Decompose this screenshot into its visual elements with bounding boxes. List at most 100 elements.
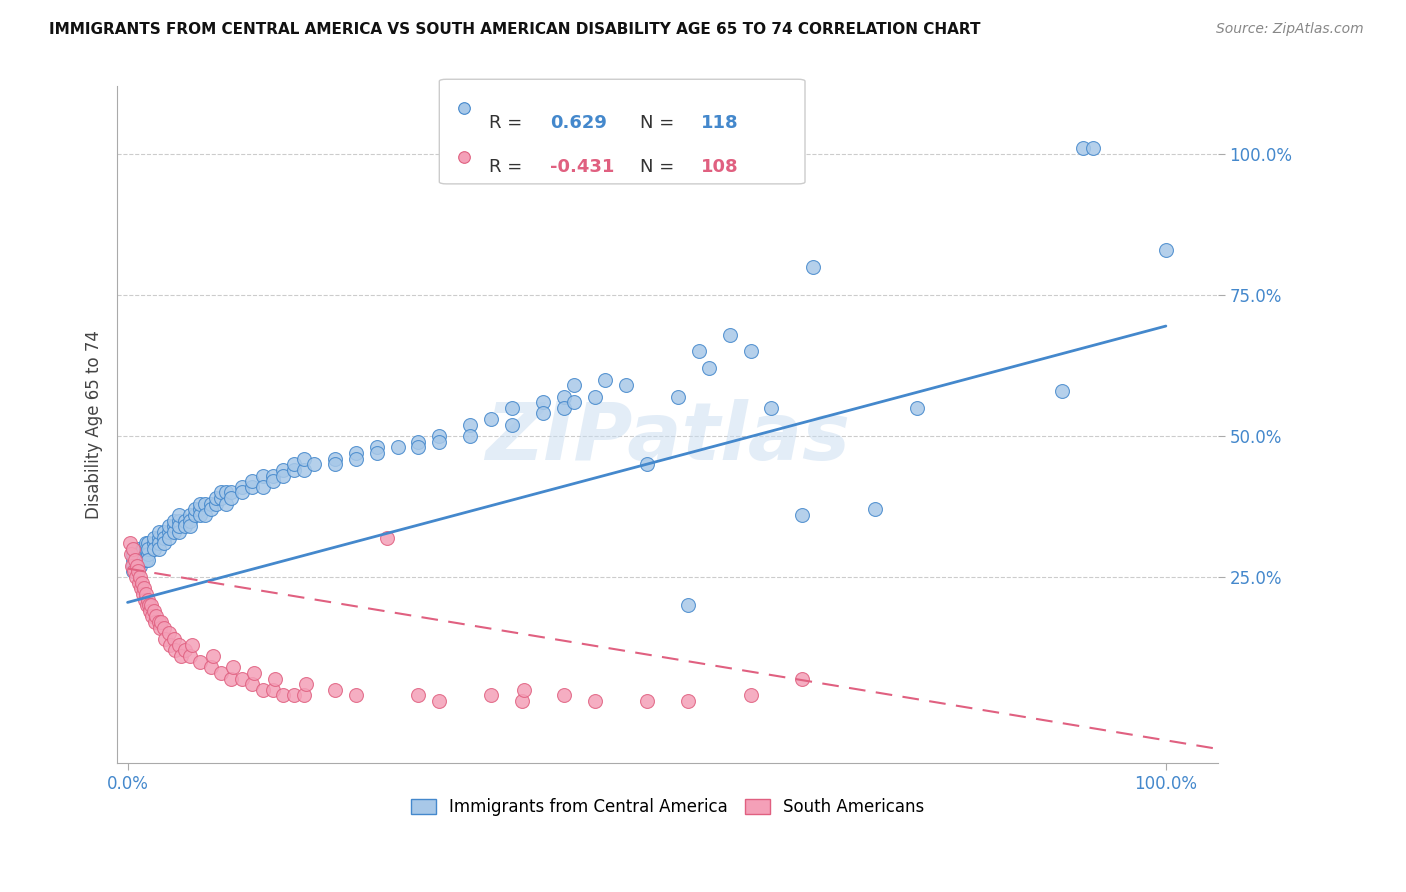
Point [366, 446, 388, 460]
Point [138, 598, 160, 612]
Point [153, 536, 176, 550]
Point [188, 497, 211, 511]
Point [169, 519, 191, 533]
Point [304, 457, 326, 471]
Point [553, 390, 575, 404]
Point [792, 508, 814, 522]
Point [200, 502, 222, 516]
Point [262, 474, 284, 488]
Point [163, 514, 186, 528]
Point [129, 558, 152, 573]
Point [479, 412, 502, 426]
Point [427, 429, 450, 443]
Point [678, 694, 700, 708]
Point [231, 485, 253, 500]
Point [1071, 141, 1094, 155]
Point [127, 558, 149, 573]
Text: N =: N = [640, 114, 675, 132]
Point [127, 565, 149, 579]
Point [173, 643, 195, 657]
Point [240, 677, 263, 691]
Point [273, 468, 295, 483]
Point [292, 689, 315, 703]
Point [163, 519, 186, 533]
Point [264, 672, 287, 686]
Point [1050, 384, 1073, 398]
Point [132, 541, 155, 556]
Point [148, 531, 170, 545]
Point [205, 491, 228, 505]
Point [479, 689, 502, 703]
Point [252, 682, 274, 697]
Point [153, 524, 176, 539]
Point [125, 558, 148, 573]
Point [142, 531, 165, 545]
Point [375, 531, 398, 545]
Point [127, 553, 149, 567]
Point [273, 689, 295, 703]
Point [243, 665, 266, 680]
Point [125, 570, 148, 584]
Text: 118: 118 [702, 114, 738, 132]
Point [905, 401, 928, 415]
Y-axis label: Disability Age 65 to 74: Disability Age 65 to 74 [86, 330, 103, 519]
Point [121, 541, 143, 556]
Point [159, 638, 181, 652]
Point [387, 440, 409, 454]
Point [323, 457, 346, 471]
Point [283, 457, 305, 471]
Point [165, 643, 187, 657]
Point [121, 553, 143, 567]
Point [163, 632, 186, 646]
Point [427, 694, 450, 708]
Text: IMMIGRANTS FROM CENTRAL AMERICA VS SOUTH AMERICAN DISABILITY AGE 65 TO 74 CORREL: IMMIGRANTS FROM CENTRAL AMERICA VS SOUTH… [49, 22, 981, 37]
Point [131, 575, 153, 590]
Point [173, 514, 195, 528]
Point [139, 604, 162, 618]
Point [121, 558, 143, 573]
Text: 108: 108 [702, 159, 738, 177]
Point [179, 508, 201, 522]
Point [221, 491, 243, 505]
Point [222, 660, 245, 674]
Point [863, 502, 886, 516]
Point [132, 548, 155, 562]
Point [583, 390, 606, 404]
Point [636, 457, 658, 471]
Point [252, 480, 274, 494]
Point [138, 548, 160, 562]
Point [427, 434, 450, 449]
Point [138, 592, 160, 607]
Point [366, 440, 388, 454]
Point [221, 672, 243, 686]
Point [194, 497, 217, 511]
Point [408, 434, 430, 449]
Point [153, 621, 176, 635]
Point [169, 514, 191, 528]
Point [149, 621, 172, 635]
Point [231, 480, 253, 494]
Point [149, 615, 172, 629]
Text: R =: R = [489, 114, 523, 132]
Point [194, 508, 217, 522]
Point [408, 689, 430, 703]
Point [292, 463, 315, 477]
Point [740, 344, 762, 359]
Point [323, 682, 346, 697]
Point [169, 648, 191, 663]
Legend: Immigrants from Central America, South Americans: Immigrants from Central America, South A… [404, 791, 931, 822]
Point [583, 694, 606, 708]
Point [188, 655, 211, 669]
Point [209, 485, 232, 500]
Point [179, 514, 201, 528]
Point [179, 648, 201, 663]
Point [221, 485, 243, 500]
Point [636, 694, 658, 708]
Point [142, 541, 165, 556]
Point [1083, 141, 1105, 155]
Point [792, 672, 814, 686]
Point [292, 451, 315, 466]
Point [129, 553, 152, 567]
Point [453, 101, 475, 115]
Point [153, 632, 176, 646]
